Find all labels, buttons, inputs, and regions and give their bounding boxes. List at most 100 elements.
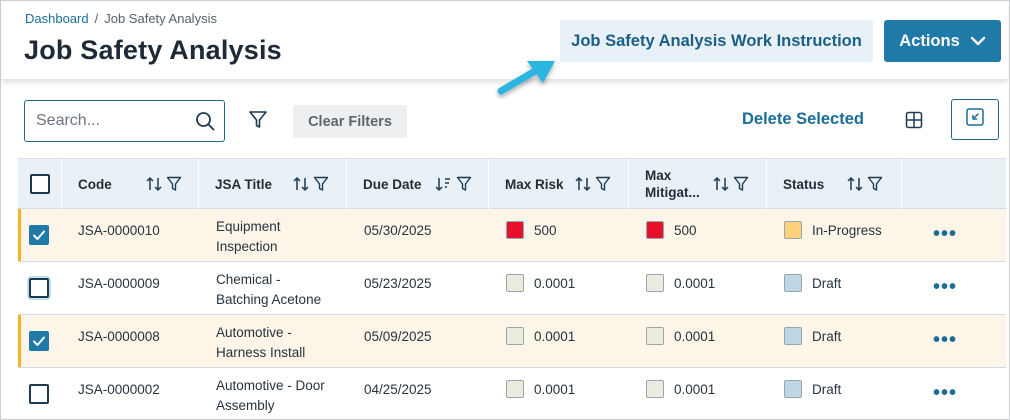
cell-jsa-title-line2: Harness Install — [216, 345, 306, 360]
risk-swatch — [506, 274, 524, 292]
table-header: Code JSA Title Due Date Max Risk Max — [18, 158, 1006, 209]
sort-icon[interactable] — [146, 176, 162, 195]
cell-status: In-Progress — [784, 218, 904, 242]
row-checkbox[interactable] — [29, 384, 49, 404]
column-status-label: Status — [783, 176, 825, 192]
column-max-risk-label: Max Risk — [505, 176, 564, 192]
cell-max-risk: 0.0001 — [506, 271, 626, 295]
row-checkbox[interactable] — [29, 331, 49, 351]
row-checkbox[interactable] — [29, 278, 49, 298]
breadcrumb-dashboard-link[interactable]: Dashboard — [25, 11, 89, 26]
jsa-table: Code JSA Title Due Date Max Risk Max — [18, 158, 1006, 419]
more-icon[interactable]: ••• — [933, 223, 958, 245]
cell-code: JSA-0000010 — [78, 223, 160, 238]
cell-max-mitigated: 0.0001 — [646, 271, 766, 295]
max-risk-value: 500 — [534, 223, 557, 238]
mitigated-swatch — [646, 221, 664, 239]
filter-icon[interactable] — [733, 176, 749, 195]
cell-due-date: 04/25/2025 — [364, 382, 432, 397]
select-all-checkbox[interactable] — [30, 174, 50, 194]
max-mitigated-value: 500 — [674, 223, 697, 238]
status-value: Draft — [812, 276, 842, 291]
mitigated-swatch — [646, 274, 664, 292]
column-due-date-label: Due Date — [363, 176, 422, 192]
status-swatch — [784, 274, 802, 292]
status-value: In-Progress — [812, 223, 882, 238]
cell-due-date: 05/23/2025 — [364, 276, 432, 291]
cell-max-mitigated: 0.0001 — [646, 377, 766, 401]
search-box — [24, 100, 225, 142]
column-code[interactable]: Code — [62, 159, 199, 209]
arrow-callout-icon — [495, 57, 561, 104]
table-row[interactable]: JSA-0000008 Automotive - Harness Install 05… — [18, 315, 1006, 368]
cell-max-risk: 0.0001 — [506, 324, 626, 348]
status-swatch — [784, 327, 802, 345]
sort-icon[interactable] — [575, 176, 591, 195]
sort-icon[interactable] — [293, 176, 309, 195]
actions-button[interactable]: Actions — [884, 20, 1001, 62]
table-row[interactable]: JSA-0000002 Automotive - Door Assembly 04/2… — [18, 368, 1006, 419]
column-max-mitigated[interactable]: Max Mitigat... — [629, 159, 767, 209]
cell-jsa-title[interactable]: Automotive - Door Assembly — [216, 376, 325, 416]
sort-icon[interactable] — [713, 176, 729, 195]
column-due-date[interactable]: Due Date — [347, 159, 489, 209]
page-title: Job Safety Analysis — [24, 35, 282, 65]
column-max-mitigated-line2: Mitigat... — [645, 185, 700, 200]
header-select-cell — [18, 159, 62, 209]
status-swatch — [784, 221, 802, 239]
filter-icon[interactable] — [248, 110, 268, 135]
chevron-down-icon — [970, 32, 986, 51]
table-row[interactable]: JSA-0000010 Equipment Inspection 05/30/2025… — [18, 209, 1006, 262]
cell-jsa-title-line1: Automotive - — [216, 325, 292, 340]
column-jsa-title[interactable]: JSA Title — [199, 159, 347, 209]
collapse-button[interactable] — [951, 99, 999, 140]
filter-icon[interactable] — [867, 176, 883, 195]
cell-jsa-title[interactable]: Chemical - Batching Acetone — [216, 270, 321, 310]
max-mitigated-value: 0.0001 — [674, 382, 716, 397]
mitigated-swatch — [646, 380, 664, 398]
filter-icon[interactable] — [595, 176, 611, 195]
sort-icon[interactable] — [847, 176, 863, 195]
cell-jsa-title-line2: Batching Acetone — [216, 292, 322, 307]
risk-swatch — [506, 221, 524, 239]
cell-max-mitigated: 0.0001 — [646, 324, 766, 348]
column-max-mitigated-label: Max Mitigat... — [645, 167, 700, 201]
work-instruction-button[interactable]: Job Safety Analysis Work Instruction — [560, 20, 873, 62]
cell-jsa-title-line1: Chemical - — [216, 272, 281, 287]
status-value: Draft — [812, 329, 842, 344]
table-row[interactable]: JSA-0000009 Chemical - Batching Acetone 05/… — [18, 262, 1006, 315]
cell-code: JSA-0000009 — [78, 276, 160, 291]
more-icon[interactable]: ••• — [933, 382, 958, 404]
cell-max-risk: 500 — [506, 218, 626, 242]
column-jsa-title-label: JSA Title — [215, 176, 273, 192]
search-icon[interactable] — [195, 111, 215, 136]
clear-filters-button[interactable]: Clear Filters — [293, 105, 407, 138]
row-checkbox[interactable] — [29, 225, 49, 245]
cell-jsa-title-line2: Inspection — [216, 239, 278, 254]
max-mitigated-value: 0.0001 — [674, 276, 716, 291]
table-body: JSA-0000010 Equipment Inspection 05/30/2025… — [18, 209, 1006, 419]
delete-selected-button[interactable]: Delete Selected — [742, 110, 864, 128]
cell-status: Draft — [784, 324, 904, 348]
sort-ascending-icon[interactable] — [435, 176, 451, 195]
grid-icon[interactable] — [905, 111, 923, 134]
filter-icon[interactable] — [166, 176, 182, 195]
cell-due-date: 05/09/2025 — [364, 329, 432, 344]
cell-status: Draft — [784, 271, 904, 295]
breadcrumb-current: Job Safety Analysis — [104, 11, 217, 26]
cell-jsa-title-line1: Equipment — [216, 219, 281, 234]
more-icon[interactable]: ••• — [933, 329, 958, 351]
cell-jsa-title-line2: Assembly — [216, 398, 275, 413]
filter-icon[interactable] — [313, 176, 329, 195]
breadcrumb-separator: / — [94, 11, 99, 26]
cell-jsa-title-line1: Automotive - Door — [216, 378, 325, 393]
risk-swatch — [506, 327, 524, 345]
cell-jsa-title[interactable]: Automotive - Harness Install — [216, 323, 305, 363]
more-icon[interactable]: ••• — [933, 276, 958, 298]
column-status[interactable]: Status — [767, 159, 902, 209]
column-max-mitigated-line1: Max — [645, 168, 672, 183]
column-max-risk[interactable]: Max Risk — [489, 159, 629, 209]
cell-jsa-title[interactable]: Equipment Inspection — [216, 217, 281, 257]
filter-icon[interactable] — [456, 176, 472, 195]
search-input[interactable] — [25, 101, 185, 141]
